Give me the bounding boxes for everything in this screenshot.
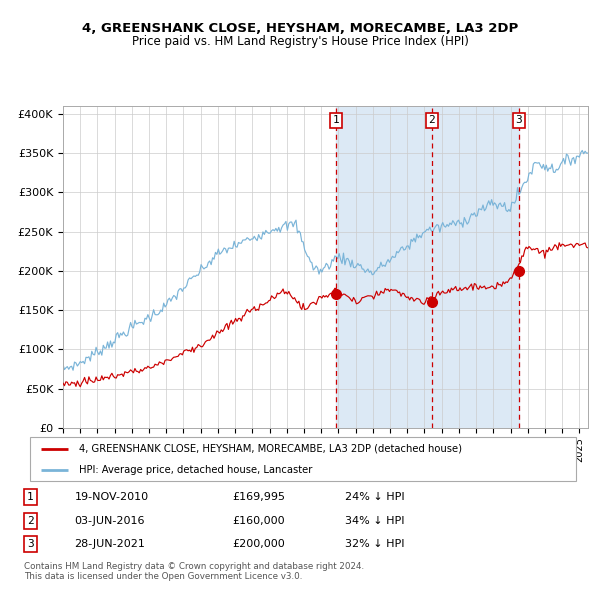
- Text: 3: 3: [515, 115, 523, 125]
- Text: This data is licensed under the Open Government Licence v3.0.: This data is licensed under the Open Gov…: [24, 572, 302, 581]
- Text: 2: 2: [27, 516, 34, 526]
- Text: £169,995: £169,995: [232, 492, 286, 502]
- Text: £160,000: £160,000: [232, 516, 285, 526]
- Text: 2: 2: [428, 115, 435, 125]
- Bar: [337, 106, 519, 428]
- Text: 3: 3: [27, 539, 34, 549]
- Text: Contains HM Land Registry data © Crown copyright and database right 2024.: Contains HM Land Registry data © Crown c…: [24, 562, 364, 571]
- Text: 1: 1: [333, 115, 340, 125]
- Text: £200,000: £200,000: [232, 539, 285, 549]
- Text: Price paid vs. HM Land Registry's House Price Index (HPI): Price paid vs. HM Land Registry's House …: [131, 35, 469, 48]
- Text: HPI: Average price, detached house, Lancaster: HPI: Average price, detached house, Lanc…: [79, 465, 313, 475]
- Text: 28-JUN-2021: 28-JUN-2021: [74, 539, 145, 549]
- Text: 32% ↓ HPI: 32% ↓ HPI: [345, 539, 404, 549]
- Text: 03-JUN-2016: 03-JUN-2016: [74, 516, 145, 526]
- Text: 4, GREENSHANK CLOSE, HEYSHAM, MORECAMBE, LA3 2DP (detached house): 4, GREENSHANK CLOSE, HEYSHAM, MORECAMBE,…: [79, 444, 462, 454]
- Text: 24% ↓ HPI: 24% ↓ HPI: [345, 492, 405, 502]
- FancyBboxPatch shape: [30, 437, 576, 481]
- Text: 34% ↓ HPI: 34% ↓ HPI: [345, 516, 404, 526]
- Text: 19-NOV-2010: 19-NOV-2010: [74, 492, 149, 502]
- Text: 4, GREENSHANK CLOSE, HEYSHAM, MORECAMBE, LA3 2DP: 4, GREENSHANK CLOSE, HEYSHAM, MORECAMBE,…: [82, 22, 518, 35]
- Text: 1: 1: [27, 492, 34, 502]
